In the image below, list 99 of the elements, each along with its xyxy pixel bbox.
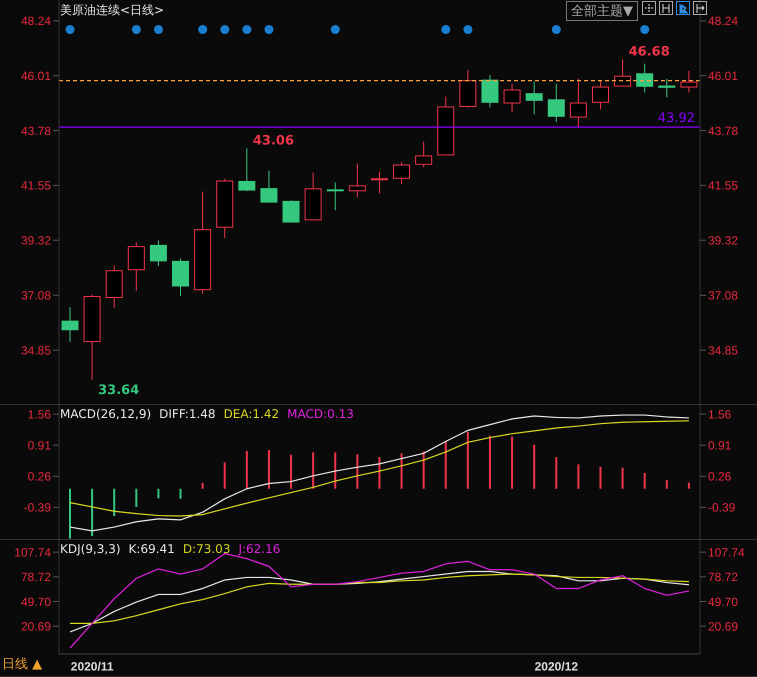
bar bbox=[312, 452, 314, 489]
bar bbox=[400, 453, 403, 489]
bar bbox=[466, 432, 469, 489]
annotation: 33.64 bbox=[98, 382, 140, 398]
bar bbox=[577, 464, 580, 489]
y2-tick-label: 0.26 bbox=[708, 470, 732, 484]
y-tick-label: 34.85 bbox=[20, 343, 52, 358]
x-tick-label: 2020/11 bbox=[70, 660, 114, 674]
text: DIFF:1.48 bbox=[159, 407, 216, 421]
annotation: 全部主题▼ bbox=[566, 1, 638, 21]
bar bbox=[378, 457, 380, 489]
candlestick bbox=[481, 74, 498, 108]
bar bbox=[622, 468, 624, 489]
candlestick bbox=[570, 78, 587, 128]
y2-tick-label: 43.78 bbox=[708, 124, 738, 138]
y2-tick-label: 37.08 bbox=[708, 288, 738, 303]
candlestick bbox=[636, 63, 654, 93]
bar bbox=[356, 454, 358, 489]
y-tick-label: 41.55 bbox=[20, 178, 52, 193]
y2-tick-label: 41.55 bbox=[708, 178, 738, 193]
bar bbox=[246, 450, 248, 489]
y-tick-label: 37.08 bbox=[20, 288, 52, 303]
annotation: 43.06 bbox=[252, 133, 294, 148]
text: MACD:0.13 bbox=[287, 407, 354, 421]
line-series bbox=[69, 573, 690, 624]
bar bbox=[290, 454, 292, 489]
y-tick-label: -0.39 bbox=[24, 500, 52, 515]
y2-tick-label: 49.70 bbox=[708, 594, 738, 609]
bar bbox=[666, 480, 668, 489]
candlestick bbox=[260, 170, 278, 203]
bar bbox=[202, 483, 204, 489]
bar bbox=[91, 488, 94, 536]
y2-tick-label: 34.85 bbox=[708, 343, 738, 358]
bar bbox=[180, 488, 182, 499]
y-tick-label: 1.56 bbox=[28, 407, 52, 422]
bar bbox=[488, 436, 491, 489]
bar bbox=[533, 444, 536, 489]
y2-tick-label: 48.24 bbox=[708, 14, 738, 28]
candlestick bbox=[348, 163, 366, 198]
chart-title: 美原油连续<日线> bbox=[60, 2, 164, 19]
ref-line-label: 43.92 bbox=[658, 111, 695, 126]
y-tick-label: 20.69 bbox=[20, 619, 52, 634]
candlestick bbox=[504, 83, 521, 113]
bar bbox=[422, 451, 425, 489]
candlestick bbox=[548, 83, 565, 123]
bar bbox=[113, 488, 116, 516]
text: K:69.41 bbox=[128, 542, 175, 556]
bar bbox=[688, 482, 690, 489]
candlestick bbox=[128, 242, 145, 292]
candlestick bbox=[614, 58, 632, 87]
text: 日线 ▲ bbox=[2, 656, 42, 673]
text: DEA:1.42 bbox=[224, 407, 280, 421]
candlestick bbox=[282, 200, 300, 223]
y-tick-label: 78.72 bbox=[20, 570, 52, 584]
x-tick-label: 2020/12 bbox=[534, 660, 578, 674]
candlestick bbox=[393, 161, 410, 185]
chart-title: MACD(26,12,9) bbox=[60, 407, 152, 421]
y-tick-label: 49.70 bbox=[20, 594, 52, 609]
bar bbox=[334, 452, 336, 489]
line-series bbox=[69, 420, 690, 517]
series-label: J:62.16 bbox=[238, 542, 280, 556]
y2-tick-label: 46.01 bbox=[708, 68, 738, 83]
bar bbox=[135, 488, 138, 507]
candlestick bbox=[370, 171, 388, 194]
chart-title: KDJ(9,3,3) bbox=[60, 542, 121, 556]
y-tick-label: 0.26 bbox=[28, 470, 52, 484]
bar bbox=[555, 457, 558, 489]
y-tick-label: 39.32 bbox=[20, 233, 52, 248]
candlestick bbox=[150, 240, 167, 267]
bar bbox=[599, 466, 602, 489]
candlestick bbox=[526, 81, 543, 115]
y2-tick-label: 78.72 bbox=[708, 570, 738, 584]
bar bbox=[224, 462, 226, 489]
candlestick bbox=[62, 306, 78, 342]
y-tick-label: 48.24 bbox=[20, 14, 52, 28]
bar bbox=[444, 441, 447, 489]
candlestick bbox=[592, 80, 609, 110]
y-tick-label: 46.01 bbox=[20, 68, 52, 83]
y2-tick-label: 0.91 bbox=[708, 438, 732, 452]
y-tick-label: 43.78 bbox=[20, 124, 52, 138]
bar bbox=[644, 472, 646, 489]
candlestick bbox=[326, 182, 344, 211]
y2-tick-label: 107.74 bbox=[708, 545, 746, 560]
bar bbox=[268, 450, 270, 489]
y2-tick-label: 39.32 bbox=[708, 233, 738, 248]
text: D:73.03 bbox=[182, 542, 230, 556]
candlestick bbox=[415, 141, 432, 168]
y2-tick-label: 20.69 bbox=[708, 619, 738, 634]
y2-tick-label: 1.56 bbox=[708, 407, 732, 422]
y2-tick-label: -0.39 bbox=[708, 500, 736, 515]
y-tick-label: 0.91 bbox=[28, 438, 52, 452]
y-tick-label: 107.74 bbox=[14, 545, 52, 560]
candlestick bbox=[238, 148, 256, 192]
candlestick bbox=[680, 70, 698, 93]
bar bbox=[157, 488, 160, 498]
candlestick bbox=[658, 78, 676, 98]
bar bbox=[69, 488, 71, 539]
bar bbox=[511, 436, 514, 489]
annotation: 46.68 bbox=[628, 44, 670, 60]
